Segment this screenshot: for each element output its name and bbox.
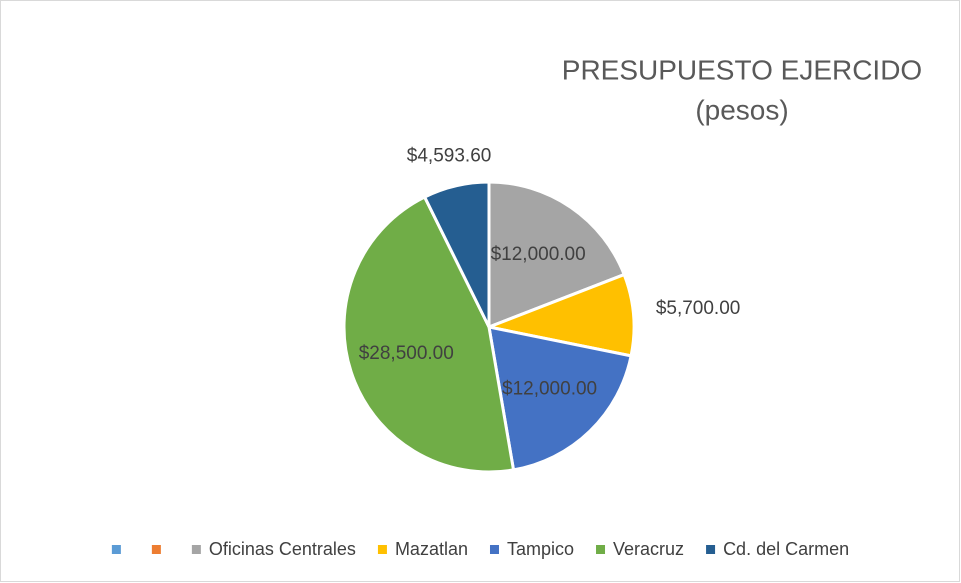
legend-label: Cd. del Carmen xyxy=(723,539,849,559)
legend-label: Veracruz xyxy=(613,539,684,559)
data-label: $28,500.00 xyxy=(359,343,454,364)
legend-key xyxy=(489,545,499,554)
data-label: $5,700.00 xyxy=(656,298,741,319)
pie-slice xyxy=(342,195,515,474)
data-label: $4,593.60 xyxy=(407,145,492,166)
pie-slice xyxy=(487,273,636,358)
data-label: $12,000.00 xyxy=(491,244,586,265)
data-label: $12,000.00 xyxy=(502,378,597,399)
legend-key xyxy=(596,545,606,554)
legend-label: Oficinas Centrales xyxy=(209,539,356,559)
legend-label: Tampico xyxy=(507,539,574,559)
legend-key xyxy=(111,545,121,554)
legend: Oficinas Centrales Mazatlan Tampico Veracru… xyxy=(111,539,849,559)
legend-key xyxy=(706,545,716,554)
legend-key xyxy=(377,545,387,554)
pie-slice xyxy=(487,325,633,472)
chart-title: PRESUPUESTO EJERCIDO xyxy=(562,54,922,85)
pie-slice xyxy=(487,180,626,329)
legend-label: Mazatlan xyxy=(395,539,468,559)
legend-key xyxy=(151,545,161,554)
pie-slice xyxy=(423,180,491,329)
chart-subtitle: (pesos) xyxy=(695,94,788,125)
legend-key xyxy=(191,545,201,554)
